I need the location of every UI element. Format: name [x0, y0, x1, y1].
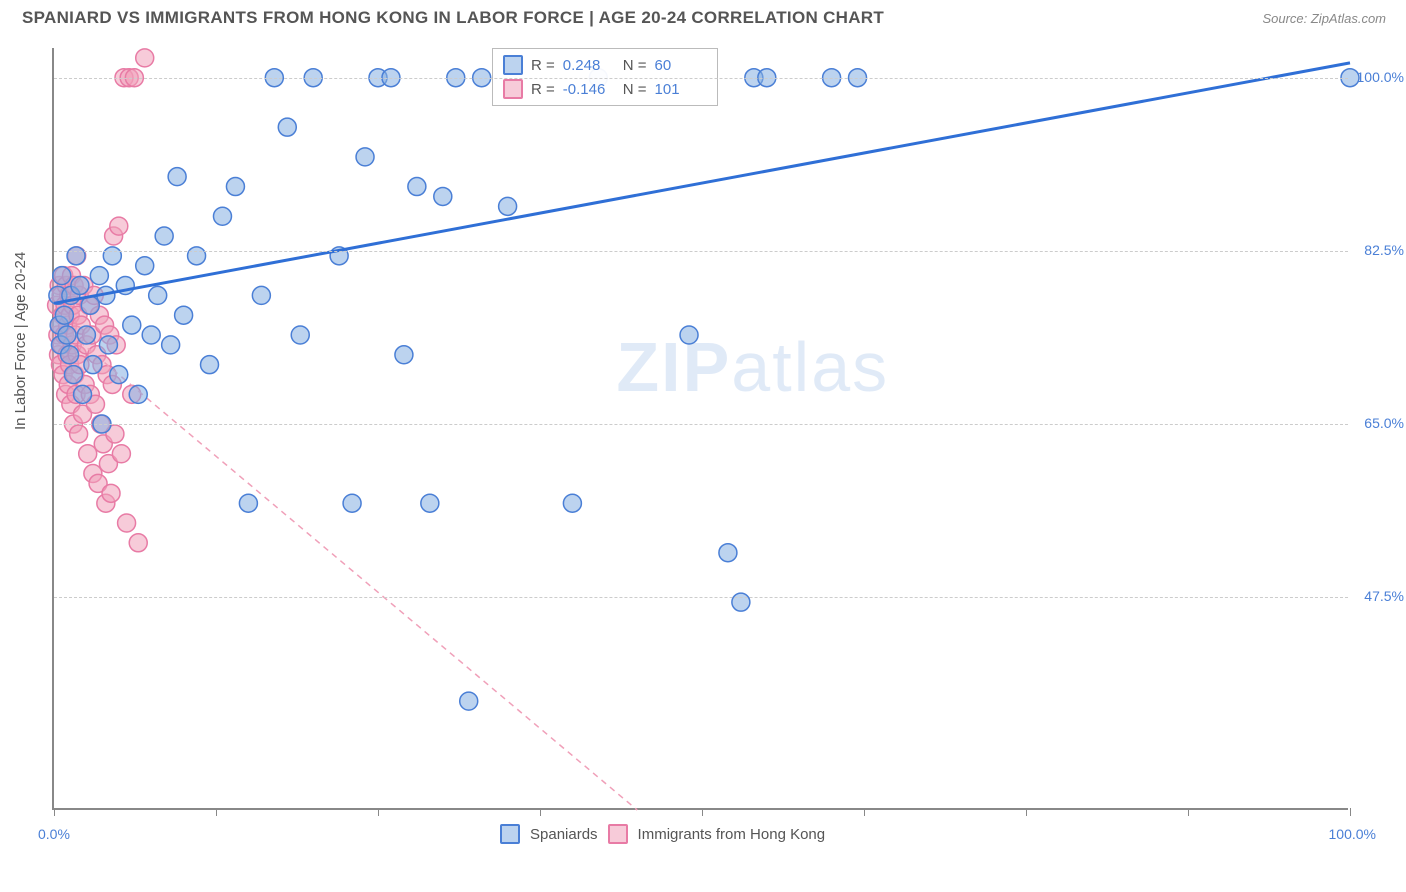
- data-point: [118, 514, 136, 532]
- y-tick-label: 47.5%: [1354, 588, 1404, 604]
- data-point: [123, 316, 141, 334]
- legend-label-2: Immigrants from Hong Kong: [638, 826, 826, 843]
- data-point: [142, 326, 160, 344]
- gridline-h: [54, 424, 1348, 425]
- data-point: [112, 445, 130, 463]
- y-tick-label: 65.0%: [1354, 415, 1404, 431]
- data-point: [168, 168, 186, 186]
- y-tick-label: 82.5%: [1354, 242, 1404, 258]
- data-point: [252, 286, 270, 304]
- data-point: [434, 187, 452, 205]
- plot-area: ZIPatlas R = 0.248 N = 60 R = -0.146 N =…: [52, 48, 1348, 810]
- data-point: [129, 534, 147, 552]
- x-min-label: 0.0%: [38, 826, 70, 842]
- data-point: [155, 227, 173, 245]
- data-point: [61, 346, 79, 364]
- legend-swatch-1: [500, 824, 520, 844]
- data-point: [90, 267, 108, 285]
- data-point: [395, 346, 413, 364]
- data-point: [64, 366, 82, 384]
- data-point: [343, 494, 361, 512]
- legend-row-spaniards: R = 0.248 N = 60: [503, 53, 707, 77]
- y-tick-label: 100.0%: [1354, 69, 1404, 85]
- data-point: [71, 277, 89, 295]
- data-point: [278, 118, 296, 136]
- data-point: [213, 207, 231, 225]
- data-point: [162, 336, 180, 354]
- data-point: [53, 267, 71, 285]
- data-point: [421, 494, 439, 512]
- chart-source: Source: ZipAtlas.com: [1262, 11, 1386, 26]
- chart-title: SPANIARD VS IMMIGRANTS FROM HONG KONG IN…: [22, 8, 884, 28]
- y-axis-label: In Labor Force | Age 20-24: [12, 252, 29, 430]
- legend-row-hongkong: R = -0.146 N = 101: [503, 77, 707, 101]
- data-point: [356, 148, 374, 166]
- data-point: [175, 306, 193, 324]
- x-tick: [1026, 808, 1027, 816]
- data-point: [188, 247, 206, 265]
- x-tick: [1350, 808, 1351, 816]
- data-point: [719, 544, 737, 562]
- chart-header: SPANIARD VS IMMIGRANTS FROM HONG KONG IN…: [0, 0, 1406, 34]
- x-tick: [864, 808, 865, 816]
- legend-swatch-hongkong: [503, 79, 523, 99]
- x-max-label: 100.0%: [1329, 826, 1376, 842]
- data-point: [563, 494, 581, 512]
- series-legend: Spaniards Immigrants from Hong Kong: [500, 824, 825, 844]
- data-point: [67, 247, 85, 265]
- data-point: [55, 306, 73, 324]
- data-point: [110, 366, 128, 384]
- x-tick: [378, 808, 379, 816]
- x-tick: [702, 808, 703, 816]
- data-point: [84, 356, 102, 374]
- data-point: [499, 197, 517, 215]
- data-point: [239, 494, 257, 512]
- data-point: [460, 692, 478, 710]
- data-point: [70, 425, 88, 443]
- data-point: [77, 326, 95, 344]
- data-point: [408, 178, 426, 196]
- data-point: [136, 49, 154, 67]
- data-point: [103, 247, 121, 265]
- data-point: [732, 593, 750, 611]
- gridline-h: [54, 597, 1348, 598]
- data-point: [99, 336, 117, 354]
- data-point: [102, 484, 120, 502]
- data-point: [149, 286, 167, 304]
- legend-swatch-spaniards: [503, 55, 523, 75]
- data-point: [680, 326, 698, 344]
- data-point: [136, 257, 154, 275]
- x-tick: [540, 808, 541, 816]
- gridline-h: [54, 78, 1348, 79]
- data-point: [129, 385, 147, 403]
- x-tick: [1188, 808, 1189, 816]
- data-point: [74, 385, 92, 403]
- data-point: [79, 445, 97, 463]
- data-point: [110, 217, 128, 235]
- legend-swatch-2: [608, 824, 628, 844]
- data-point: [291, 326, 309, 344]
- legend-label-1: Spaniards: [530, 826, 598, 843]
- data-point: [226, 178, 244, 196]
- data-point: [201, 356, 219, 374]
- scatter-svg: [54, 48, 1348, 808]
- x-tick: [54, 808, 55, 816]
- data-point: [58, 326, 76, 344]
- x-tick: [216, 808, 217, 816]
- gridline-h: [54, 251, 1348, 252]
